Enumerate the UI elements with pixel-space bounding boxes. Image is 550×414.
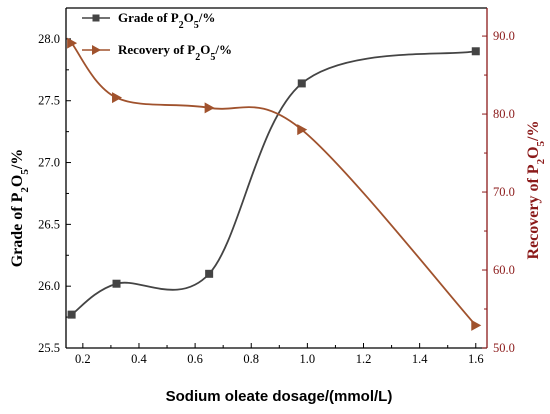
legend-entry-recovery: Recovery of P2O5/% [82,42,232,63]
legend-label-recovery: Recovery of P2O5/% [118,42,232,63]
left-y-tick-label: 27.0 [38,156,60,170]
right-y-tick-label: 70.0 [493,185,515,199]
grade-data-point [112,279,121,288]
x-tick-label: 0.4 [131,352,147,366]
plot-frame [65,7,488,349]
x-tick-label: 1.2 [356,352,372,366]
x-tick-label: 0.2 [75,352,91,366]
right-y-tick-label: 80.0 [493,107,515,121]
right-axis-title: Recovery of P2O5/% [525,121,547,260]
x-axis-title: Sodium oleate dosage/(mmol/L) [166,388,393,405]
left-axis-title: Grade of P2O5/% [9,149,31,268]
x-tick-label: 1.4 [412,352,428,366]
right-y-tick-label: 90.0 [493,29,515,43]
left-y-tick-label: 28.0 [38,32,60,46]
recovery-data-point [67,37,78,49]
right-y-tick-label: 60.0 [493,263,515,277]
recovery-data-point [204,102,215,114]
legend-triangle-marker [92,45,101,55]
left-y-tick-label: 26.0 [38,279,60,293]
x-tick-label: 0.6 [187,352,203,366]
left-y-tick-label: 27.5 [38,94,60,108]
x-tick-label: 1.6 [468,352,484,366]
left-y-tick-label: 25.5 [38,341,60,355]
axis-ticks: 0.2 0.4 0.6 0.8 1.0 1.2 1.4 1.6 25.5 26.0 26.5 27.0… [38,29,515,366]
legend-square-marker [92,14,100,22]
legend-entry-grade: Grade of P2O5/% [82,10,215,31]
series-layer [67,37,482,331]
series-line-grade [71,50,476,316]
grade-data-point [205,269,214,278]
recovery-data-point [112,92,123,104]
recovery-data-point [297,124,308,136]
series-line-recovery [70,42,477,326]
recovery-data-point [471,319,482,331]
x-tick-label: 0.8 [243,352,259,366]
grade-data-point [67,310,76,319]
legend-label-grade: Grade of P2O5/% [118,10,215,31]
left-y-tick-label: 26.5 [38,217,60,231]
x-tick-label: 1.0 [300,352,316,366]
grade-data-point [297,79,306,88]
grade-data-point [471,47,480,56]
legend: Grade of P2O5/% Recovery of P2O5/% [82,10,232,63]
right-y-tick-label: 50.0 [493,341,515,355]
